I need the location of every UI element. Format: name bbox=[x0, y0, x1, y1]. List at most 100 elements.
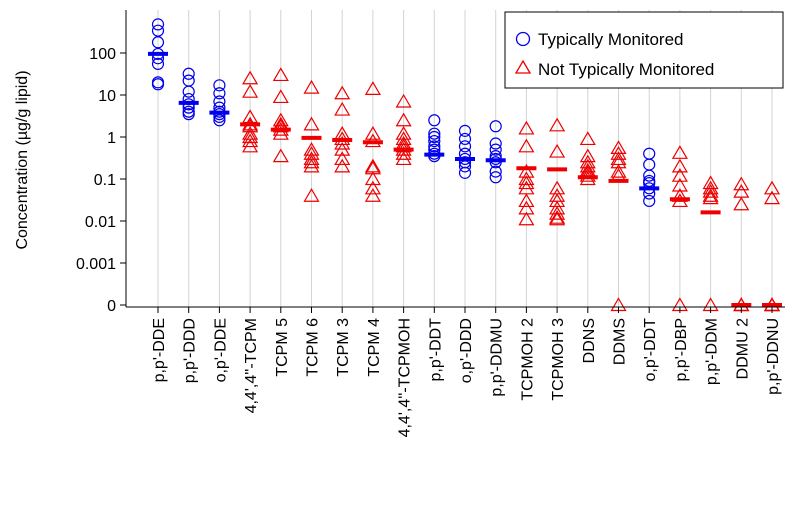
x-tick-label-p-p-ddnu: p,p'-DDNU bbox=[765, 318, 782, 395]
point-tcpmoh-3 bbox=[549, 205, 566, 220]
point-tcpm-3 bbox=[334, 125, 351, 140]
point-tcpm-5 bbox=[272, 116, 289, 131]
point-4-4-4-tcpm bbox=[242, 83, 259, 98]
point-p-p-dbp bbox=[671, 145, 688, 159]
point-p-p-ddmu bbox=[489, 150, 502, 163]
point-p-p-dde bbox=[151, 78, 165, 91]
point-o-p-ddt bbox=[643, 194, 656, 208]
point-tcpm-5 bbox=[272, 121, 289, 136]
point-p-p-ddt bbox=[428, 114, 441, 127]
point-tcpmoh-2 bbox=[518, 175, 535, 190]
x-tick-label-ddns: DDNS bbox=[581, 318, 598, 363]
point-tcpm-4 bbox=[364, 180, 381, 195]
point-o-p-dde bbox=[213, 114, 226, 127]
point-p-p-dde bbox=[151, 24, 165, 37]
point-tcpm-5 bbox=[272, 112, 289, 127]
x-tick-label-p-p-ddt: p,p'-DDT bbox=[427, 318, 444, 382]
point-ddns bbox=[579, 165, 596, 179]
point-p-p-ddmu bbox=[489, 165, 502, 178]
point-4-4-4-tcpm bbox=[242, 70, 259, 85]
point-tcpm-3 bbox=[334, 151, 351, 166]
y-tick-label: 1 bbox=[107, 130, 116, 147]
point-tcpm-4 bbox=[364, 171, 381, 186]
point-p-p-ddt bbox=[428, 140, 441, 153]
legend-circle-marker bbox=[515, 31, 531, 47]
point-tcpmoh-3 bbox=[549, 209, 566, 224]
x-tick-label-p-p-ddd: p,p'-DDD bbox=[182, 318, 199, 383]
point-tcpm-3 bbox=[334, 101, 351, 116]
point-ddns bbox=[579, 167, 596, 182]
point-4-4-4-tcpmoh bbox=[395, 151, 412, 166]
x-tick-label-p-p-dde: p,p'-DDE bbox=[151, 318, 168, 382]
point-p-p-ddd bbox=[182, 67, 195, 80]
point-p-p-ddmu bbox=[489, 120, 502, 133]
point-tcpm-5 bbox=[272, 125, 289, 140]
point-p-p-ddnu bbox=[763, 180, 781, 195]
point-p-p-ddd bbox=[182, 108, 195, 121]
legend: Typically Monitored Not Typically Monito… bbox=[504, 11, 784, 89]
y-tick-label: 0.01 bbox=[85, 214, 116, 231]
point-ddmu-2 bbox=[733, 176, 750, 191]
x-tick-label-tcpmoh-3: TCPMOH 3 bbox=[550, 318, 567, 401]
point-ddns bbox=[579, 171, 596, 186]
legend-label-typically-monitored: Typically Monitored bbox=[538, 30, 684, 49]
point-o-p-dde bbox=[213, 87, 226, 100]
point-o-p-ddt bbox=[643, 169, 656, 182]
point-p-p-ddt bbox=[428, 130, 441, 144]
point-p-p-ddnu bbox=[763, 190, 781, 205]
point-p-p-ddt bbox=[428, 134, 441, 148]
point-p-p-ddt bbox=[428, 127, 441, 140]
median-bars bbox=[148, 51, 782, 307]
point-tcpm-3 bbox=[334, 141, 351, 156]
point-ddms bbox=[610, 163, 627, 178]
x-tick-label-o-p-ddt: o,p'-DDT bbox=[642, 318, 659, 382]
x-tick-label-tcpm-6: TCPM 6 bbox=[305, 318, 322, 377]
y-tick-label: 0.1 bbox=[94, 172, 116, 189]
y-tick-label: 100 bbox=[89, 46, 116, 63]
point-tcpm-3 bbox=[334, 131, 351, 146]
point-tcpm-6 bbox=[303, 158, 320, 173]
point-p-p-dbp bbox=[671, 167, 688, 182]
point-tcpm-6 bbox=[303, 154, 320, 169]
point-tcpm-4 bbox=[364, 125, 381, 140]
point-4-4-4-tcpm bbox=[242, 118, 259, 133]
point-4-4-4-tcpm bbox=[242, 129, 259, 144]
point-tcpm-5 bbox=[272, 67, 289, 82]
point-tcpm-3 bbox=[334, 158, 351, 173]
point-o-p-ddd bbox=[458, 166, 472, 179]
point-p-p-ddd bbox=[182, 92, 195, 106]
point-p-p-ddm bbox=[702, 190, 719, 205]
point-p-p-ddmu bbox=[489, 152, 502, 166]
x-tick-label-tcpm-4: TCPM 4 bbox=[366, 318, 383, 377]
point-p-p-ddt bbox=[428, 143, 441, 156]
point-tcpm-5 bbox=[272, 89, 289, 104]
point-4-4-4-tcpm bbox=[242, 109, 259, 124]
point-tcpm-6 bbox=[303, 188, 320, 202]
point-p-p-ddm bbox=[702, 188, 719, 202]
point-p-p-dde bbox=[151, 36, 165, 49]
point-tcpm-4 bbox=[364, 160, 381, 175]
y-tick-label: 0.001 bbox=[76, 256, 116, 273]
x-tick-label-p-p-ddmu: p,p'-DDMU bbox=[489, 318, 506, 397]
x-tick-label-4-4-4-tcpm: 4,4',4''-TCPM bbox=[243, 318, 260, 413]
x-tick-label-tcpmoh-2: TCPMOH 2 bbox=[519, 318, 536, 401]
x-tick-label-o-p-dde: o,p'-DDE bbox=[212, 318, 229, 382]
point-p-p-dde bbox=[151, 47, 165, 61]
point-o-p-dde bbox=[213, 95, 226, 108]
point-p-p-dde bbox=[151, 18, 165, 31]
point-o-p-dde bbox=[213, 79, 226, 92]
point-tcpmoh-2 bbox=[518, 193, 535, 208]
point-ddns bbox=[579, 154, 596, 169]
point-p-p-dde bbox=[151, 52, 165, 65]
point-o-p-ddd bbox=[458, 132, 472, 146]
legend-box bbox=[504, 11, 784, 89]
point-o-p-ddd bbox=[458, 124, 472, 137]
x-tick-label-4-4-4-tcpmoh: 4,4',4''-TCPMOH bbox=[397, 318, 414, 437]
point-p-p-ddmu bbox=[489, 156, 502, 169]
x-tick-label-p-p-dbp: p,p'-DBP bbox=[673, 318, 690, 382]
y-ticks: 100 10 1 0.1 0.01 0.001 0 bbox=[76, 46, 126, 315]
point-p-p-dde bbox=[151, 57, 165, 71]
y-tick-label: 10 bbox=[98, 88, 116, 105]
point-ddns bbox=[579, 131, 596, 146]
point-tcpmoh-3 bbox=[549, 211, 566, 226]
